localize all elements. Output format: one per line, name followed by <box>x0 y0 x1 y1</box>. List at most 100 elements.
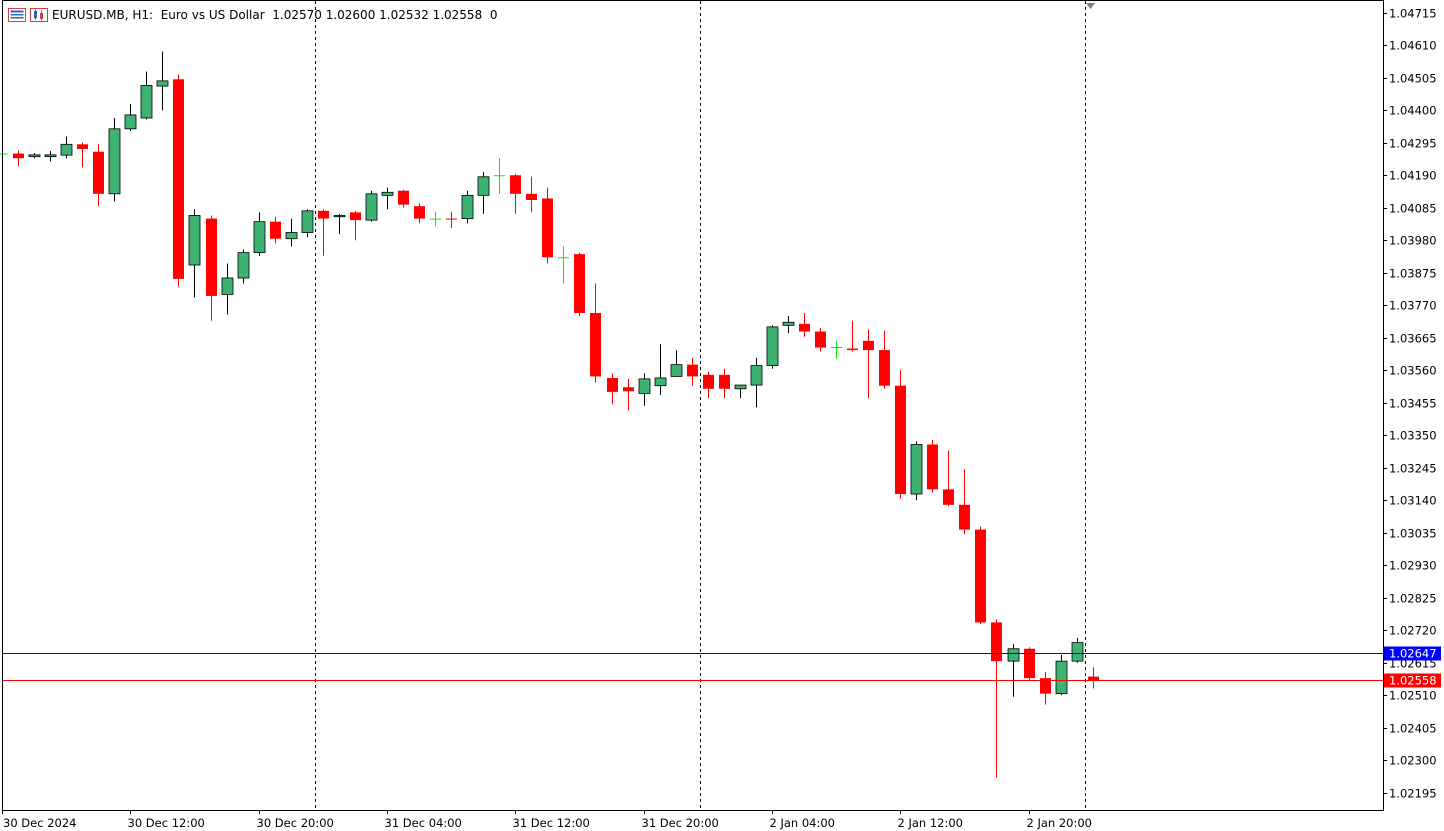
candle <box>879 330 890 389</box>
candle <box>815 327 826 352</box>
candle <box>140 71 153 120</box>
y-tick-label: 1.04190 <box>1389 169 1437 183</box>
x-tick-label: 30 Dec 2024 <box>3 816 76 830</box>
chart-type-icon[interactable] <box>30 8 48 22</box>
y-tick-label: 1.02930 <box>1389 559 1437 573</box>
candle <box>542 187 553 264</box>
candle <box>237 249 250 284</box>
candle-body <box>44 154 57 158</box>
chart-window-icon[interactable] <box>8 8 26 22</box>
candle-body <box>623 387 634 392</box>
candle-body <box>77 144 88 149</box>
candle <box>461 190 474 224</box>
candle <box>1055 654 1068 696</box>
candle-body <box>124 114 137 130</box>
candle-body <box>766 326 779 366</box>
y-tick-label: 1.04085 <box>1389 202 1437 216</box>
candle <box>734 384 747 399</box>
y-tick-label: 1.02825 <box>1389 592 1437 606</box>
candle <box>510 173 521 214</box>
candle-body <box>0 153 8 155</box>
candle <box>782 316 795 334</box>
candle-body <box>558 257 569 259</box>
candle-body <box>863 340 874 351</box>
y-tick-label: 1.02405 <box>1389 722 1437 736</box>
price-axis[interactable]: 1.04715 1.04610 1.04505 1.04400 1.04295 1.041… <box>1383 7 1441 801</box>
time-axis[interactable]: 30 Dec 2024 30 Dec 12:00 30 Dec 20:00 31 De… <box>2 810 1093 830</box>
candle <box>0 152 8 155</box>
candle-body <box>318 210 329 219</box>
y-tick-label: 1.03140 <box>1389 494 1437 508</box>
candle-body <box>782 321 795 326</box>
candle-body <box>687 364 698 377</box>
candle-body <box>365 193 378 221</box>
x-tick-label: 31 Dec 12:00 <box>513 816 590 830</box>
candle-body <box>13 153 24 159</box>
x-tick-label: 2 Jan 04:00 <box>770 816 836 830</box>
x-tick-label: 31 Dec 04:00 <box>385 816 462 830</box>
candle <box>943 450 954 507</box>
candle-body <box>510 175 521 194</box>
candle-body <box>285 232 298 240</box>
y-tick-label: 1.04610 <box>1389 39 1437 53</box>
candle-body <box>526 193 537 201</box>
candle-body <box>607 377 618 392</box>
candle <box>253 212 266 256</box>
symbol-info-text: EURUSD.MB, H1: Euro vs US Dollar 1.02570… <box>52 8 498 22</box>
y-tick-label: 1.04505 <box>1389 72 1437 86</box>
candle-body <box>703 374 714 389</box>
candle <box>1007 644 1020 697</box>
candle-body <box>734 384 747 390</box>
y-tick-label: 1.04715 <box>1389 7 1437 21</box>
candle-body <box>654 377 667 387</box>
candle-body <box>188 215 201 266</box>
y-tick-label: 1.02300 <box>1389 754 1437 768</box>
candle-body <box>799 323 810 332</box>
candle-body <box>815 331 826 348</box>
candle-body <box>670 364 683 377</box>
candle <box>381 187 394 210</box>
candle-body <box>28 154 41 158</box>
candle-body <box>638 378 651 394</box>
candle <box>991 619 1002 778</box>
candle-body <box>847 348 858 351</box>
y-tick-label: 1.03455 <box>1389 397 1437 411</box>
candle <box>446 211 457 228</box>
candle-body <box>333 215 346 218</box>
candle-body <box>542 198 553 258</box>
candle <box>750 357 763 408</box>
candle-body <box>108 128 121 195</box>
candle-body <box>895 385 906 495</box>
y-tick-label: 1.02720 <box>1389 624 1437 638</box>
x-tick-label: 30 Dec 12:00 <box>128 816 205 830</box>
candle-body <box>943 489 954 505</box>
candle <box>1071 637 1084 663</box>
candle-body <box>414 206 425 219</box>
candle <box>623 378 634 411</box>
period-separators <box>315 1 1086 810</box>
ask-price-tag-label: 1.02647 <box>1389 647 1437 661</box>
candle <box>494 158 505 194</box>
shift-marker-icon[interactable] <box>1086 3 1095 9</box>
price-lines <box>3 653 1383 681</box>
candle-body <box>461 194 474 219</box>
y-tick-label: 1.04295 <box>1389 137 1437 151</box>
candle-body <box>975 529 986 623</box>
candle <box>333 213 346 235</box>
y-tick-label: 1.03245 <box>1389 462 1437 476</box>
candle-body <box>910 444 923 495</box>
candle-body <box>221 277 234 295</box>
y-tick-label: 1.03980 <box>1389 234 1437 248</box>
candle <box>221 263 234 315</box>
candle <box>863 329 874 399</box>
candle <box>93 144 104 207</box>
candle <box>318 209 329 256</box>
candle <box>365 190 378 222</box>
candle <box>188 209 201 298</box>
candle-body <box>446 218 457 220</box>
candle <box>206 215 217 321</box>
candle-body <box>831 347 842 349</box>
candle <box>1024 647 1035 680</box>
